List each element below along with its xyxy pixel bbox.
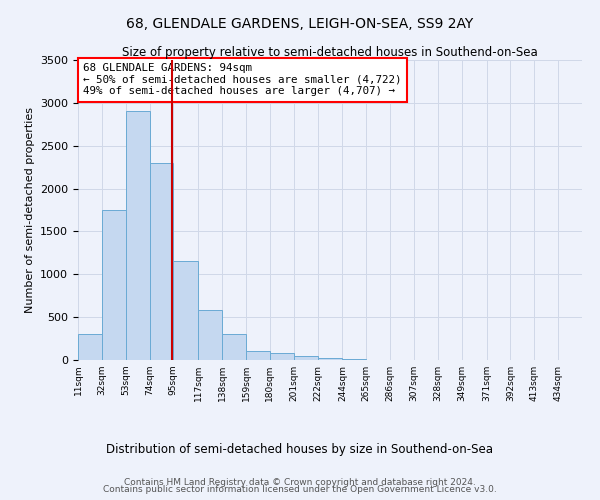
Bar [125, 112, 149, 360]
Bar [246, 352, 270, 360]
Bar [317, 358, 343, 360]
Bar [222, 334, 246, 360]
Bar [149, 163, 173, 360]
Bar [102, 210, 125, 360]
Text: 68 GLENDALE GARDENS: 94sqm
← 50% of semi-detached houses are smaller (4,722)
49%: 68 GLENDALE GARDENS: 94sqm ← 50% of semi… [83, 63, 401, 96]
Bar [293, 356, 317, 360]
Bar [343, 359, 367, 360]
Text: Contains HM Land Registry data © Crown copyright and database right 2024.: Contains HM Land Registry data © Crown c… [124, 478, 476, 487]
Text: 68, GLENDALE GARDENS, LEIGH-ON-SEA, SS9 2AY: 68, GLENDALE GARDENS, LEIGH-ON-SEA, SS9 … [127, 18, 473, 32]
Title: Size of property relative to semi-detached houses in Southend-on-Sea: Size of property relative to semi-detach… [122, 46, 538, 59]
Bar [199, 310, 222, 360]
Text: Contains public sector information licensed under the Open Government Licence v3: Contains public sector information licen… [103, 486, 497, 494]
Bar [270, 353, 293, 360]
Text: Distribution of semi-detached houses by size in Southend-on-Sea: Distribution of semi-detached houses by … [107, 442, 493, 456]
Bar [78, 334, 102, 360]
Bar [173, 262, 199, 360]
Y-axis label: Number of semi-detached properties: Number of semi-detached properties [25, 107, 35, 313]
